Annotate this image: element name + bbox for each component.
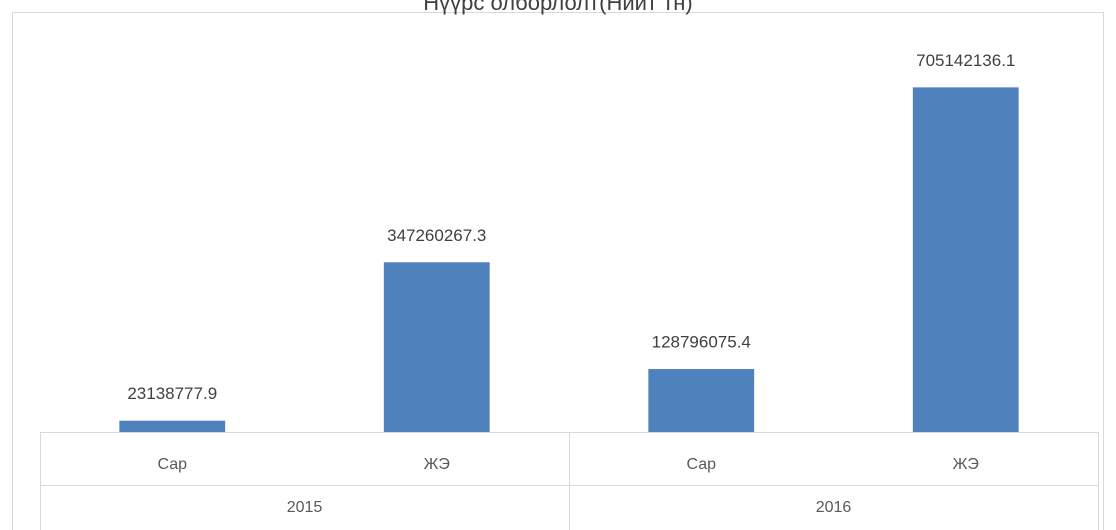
x-tick-label: Сар xyxy=(686,456,716,473)
bar xyxy=(912,87,1019,432)
x-tick-label: Сар xyxy=(157,456,187,473)
data-label: 128796075.4 xyxy=(652,333,751,352)
bar xyxy=(648,369,755,432)
chart-title: Нүүрс олборлолт(Нийт тн) xyxy=(423,0,692,15)
data-label: 705142136.1 xyxy=(916,51,1015,70)
data-label: 23138777.9 xyxy=(127,384,217,403)
x-tick-label: ЖЭ xyxy=(953,456,979,473)
bar xyxy=(119,420,226,432)
bar xyxy=(383,262,490,432)
group-label: 2016 xyxy=(816,499,852,516)
data-label: 347260267.3 xyxy=(387,226,486,245)
group-label: 2015 xyxy=(287,499,323,516)
chart-frame xyxy=(12,12,1104,530)
x-tick-label: ЖЭ xyxy=(424,456,450,473)
